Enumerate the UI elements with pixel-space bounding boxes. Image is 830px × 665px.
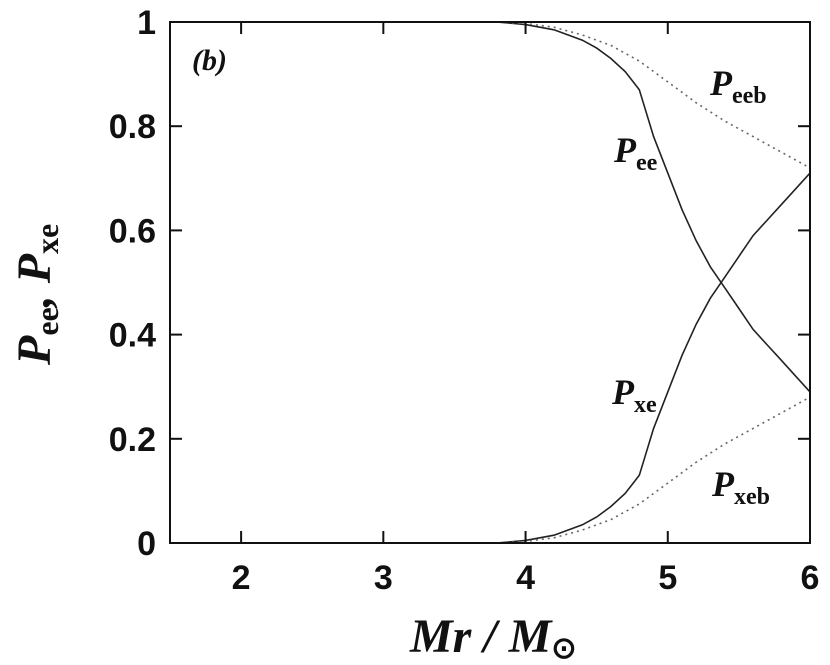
- series-label-peeb: Peeb: [709, 63, 767, 109]
- y-tick-label: 0.6: [109, 212, 156, 250]
- x-axis-label: Mr / M⊙: [409, 610, 577, 665]
- x-tick-label: 5: [658, 559, 677, 597]
- series-line-p-xe: [170, 172, 811, 544]
- series-label-pxe: Pxe: [611, 372, 657, 418]
- x-tick-label: 3: [374, 559, 393, 597]
- series-line-p-ee: [170, 21, 811, 393]
- panel-label: (b): [192, 44, 227, 77]
- y-tick-label: 0.8: [109, 108, 156, 146]
- ticks-layer: 2 3 4 5 6 0 0.2 0.4 0.6 0.8 1: [109, 4, 820, 597]
- y-tick-label: 1: [137, 4, 156, 42]
- x-tick-label: 6: [801, 559, 820, 597]
- y-tick-label: 0: [137, 525, 156, 563]
- y-tick-label: 0.4: [109, 317, 156, 355]
- x-tick-label: 2: [232, 559, 251, 597]
- series-label-pee: Pee: [613, 130, 658, 176]
- series-label-pxeb: Pxeb: [711, 464, 770, 510]
- plot-frame: [169, 21, 811, 544]
- x-tick-label: 4: [516, 559, 535, 597]
- y-axis-label: Pee, Pxe: [8, 224, 65, 366]
- y-tick-label: 0.2: [109, 421, 156, 459]
